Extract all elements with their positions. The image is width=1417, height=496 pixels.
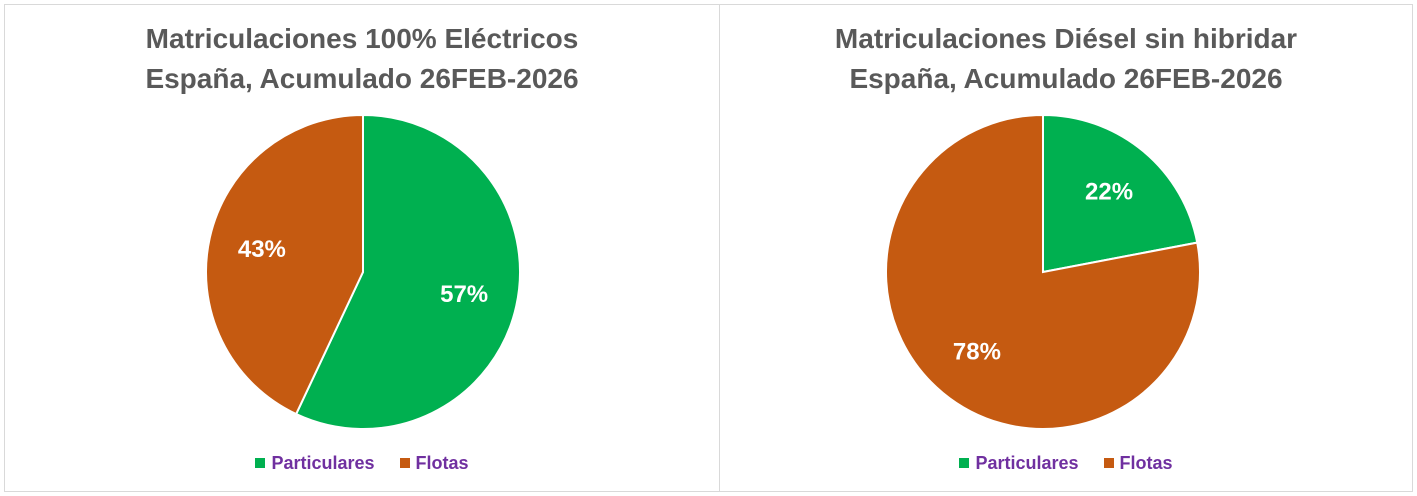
chart-title-line-2: España, Acumulado 26FEB-2026 [849,63,1283,94]
data-label-flotas: 78% [953,338,1001,365]
data-label-flotas: 43% [238,236,286,263]
chart-title-line-2: España, Acumulado 26FEB-2026 [145,63,579,94]
pie-slice-flotas [205,113,364,416]
legend-swatch-flotas [1103,458,1114,468]
legend-swatch-flotas [399,458,410,468]
chart-title-line-1: Matriculaciones 100% Eléctricos [145,23,579,54]
chart-title-line-1: Matriculaciones Diésel sin hibridar [834,23,1298,54]
legend-item-flotas: Flotas [1103,453,1173,474]
legend-label: Flotas [1119,453,1173,473]
pie-chart-diesel: 22% 78% [885,113,1201,430]
chart-panel-diesel: Matriculaciones Diésel sin hibridar Espa… [719,4,1413,492]
legend-item-flotas: Flotas [399,453,469,474]
legend-swatch-particulares [959,458,970,468]
legend-swatch-particulares [255,458,266,468]
pie-slice-particulares [1042,113,1199,274]
chart-title: Matriculaciones 100% Eléctricos España, … [5,19,719,99]
legend-label: Particulares [975,453,1079,473]
legend-item-particulares: Particulares [959,453,1079,474]
chart-title: Matriculaciones Diésel sin hibridar Espa… [720,19,1412,99]
data-label-particulares: 22% [1085,179,1133,206]
pie-chart-electric: 57% 43% [205,113,521,430]
chart-panel-electric: Matriculaciones 100% Eléctricos España, … [4,4,720,492]
legend-item-particulares: Particulares [255,453,375,474]
pie-slice-particulares [294,113,521,430]
legend-label: Flotas [415,453,469,473]
legend-label: Particulares [271,453,375,473]
data-label-particulares: 57% [440,281,488,308]
pie-slice-flotas [885,113,1201,430]
legend: Particulares Flotas [5,453,719,474]
legend: Particulares Flotas [720,453,1412,474]
